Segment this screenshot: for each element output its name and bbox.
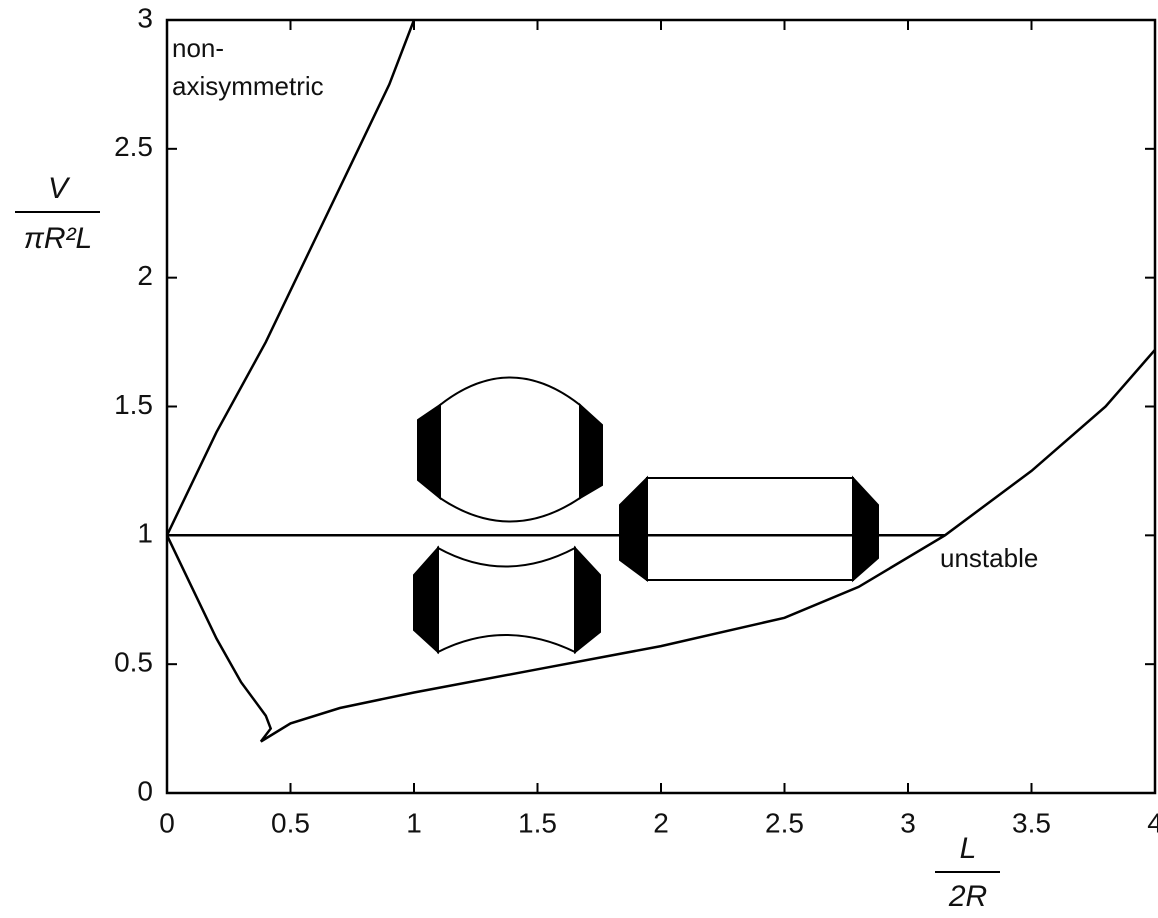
concave-bridge <box>437 546 576 654</box>
plot-frame <box>165 18 1157 795</box>
x-tick-label: 2 <box>653 807 669 838</box>
x-label-numerator: L <box>960 832 977 865</box>
x-tick-label: 1 <box>406 807 422 838</box>
disk <box>579 402 603 500</box>
annotation: axisymmetric <box>172 71 324 101</box>
y-tick-label: 0.5 <box>114 647 153 678</box>
bridge-sketches <box>413 376 879 655</box>
x-label-denominator: 2R <box>948 880 987 913</box>
y-tick-label: 1 <box>137 518 153 549</box>
y-tick-label: 1.5 <box>114 389 153 420</box>
y-tick-label: 2 <box>137 260 153 291</box>
cylindrical-bridge <box>646 477 854 581</box>
x-tick-label: 4 <box>1147 807 1158 838</box>
disk <box>619 475 648 582</box>
y-tick-label: 0 <box>137 775 153 806</box>
y-tick-label: 3 <box>137 2 153 33</box>
disk <box>413 545 439 655</box>
y-label-numerator: V <box>48 172 71 205</box>
disk <box>417 403 441 501</box>
y-label-denominator: πR²L <box>24 222 92 255</box>
x-tick-label: 0 <box>159 807 175 838</box>
y-tick-label: 2.5 <box>114 131 153 162</box>
x-tick-label: 3.5 <box>1012 807 1051 838</box>
x-tick-label: 2.5 <box>765 807 804 838</box>
annotation: non- <box>172 33 224 63</box>
x-tick-label: 3 <box>900 807 916 838</box>
convex-bridge <box>439 376 581 523</box>
x-tick-label: 0.5 <box>271 807 310 838</box>
curve <box>165 19 416 536</box>
disk <box>574 545 601 655</box>
disk <box>852 475 879 583</box>
annotation: unstable <box>940 543 1038 573</box>
curve <box>165 348 1156 743</box>
x-tick-label: 1.5 <box>518 807 557 838</box>
